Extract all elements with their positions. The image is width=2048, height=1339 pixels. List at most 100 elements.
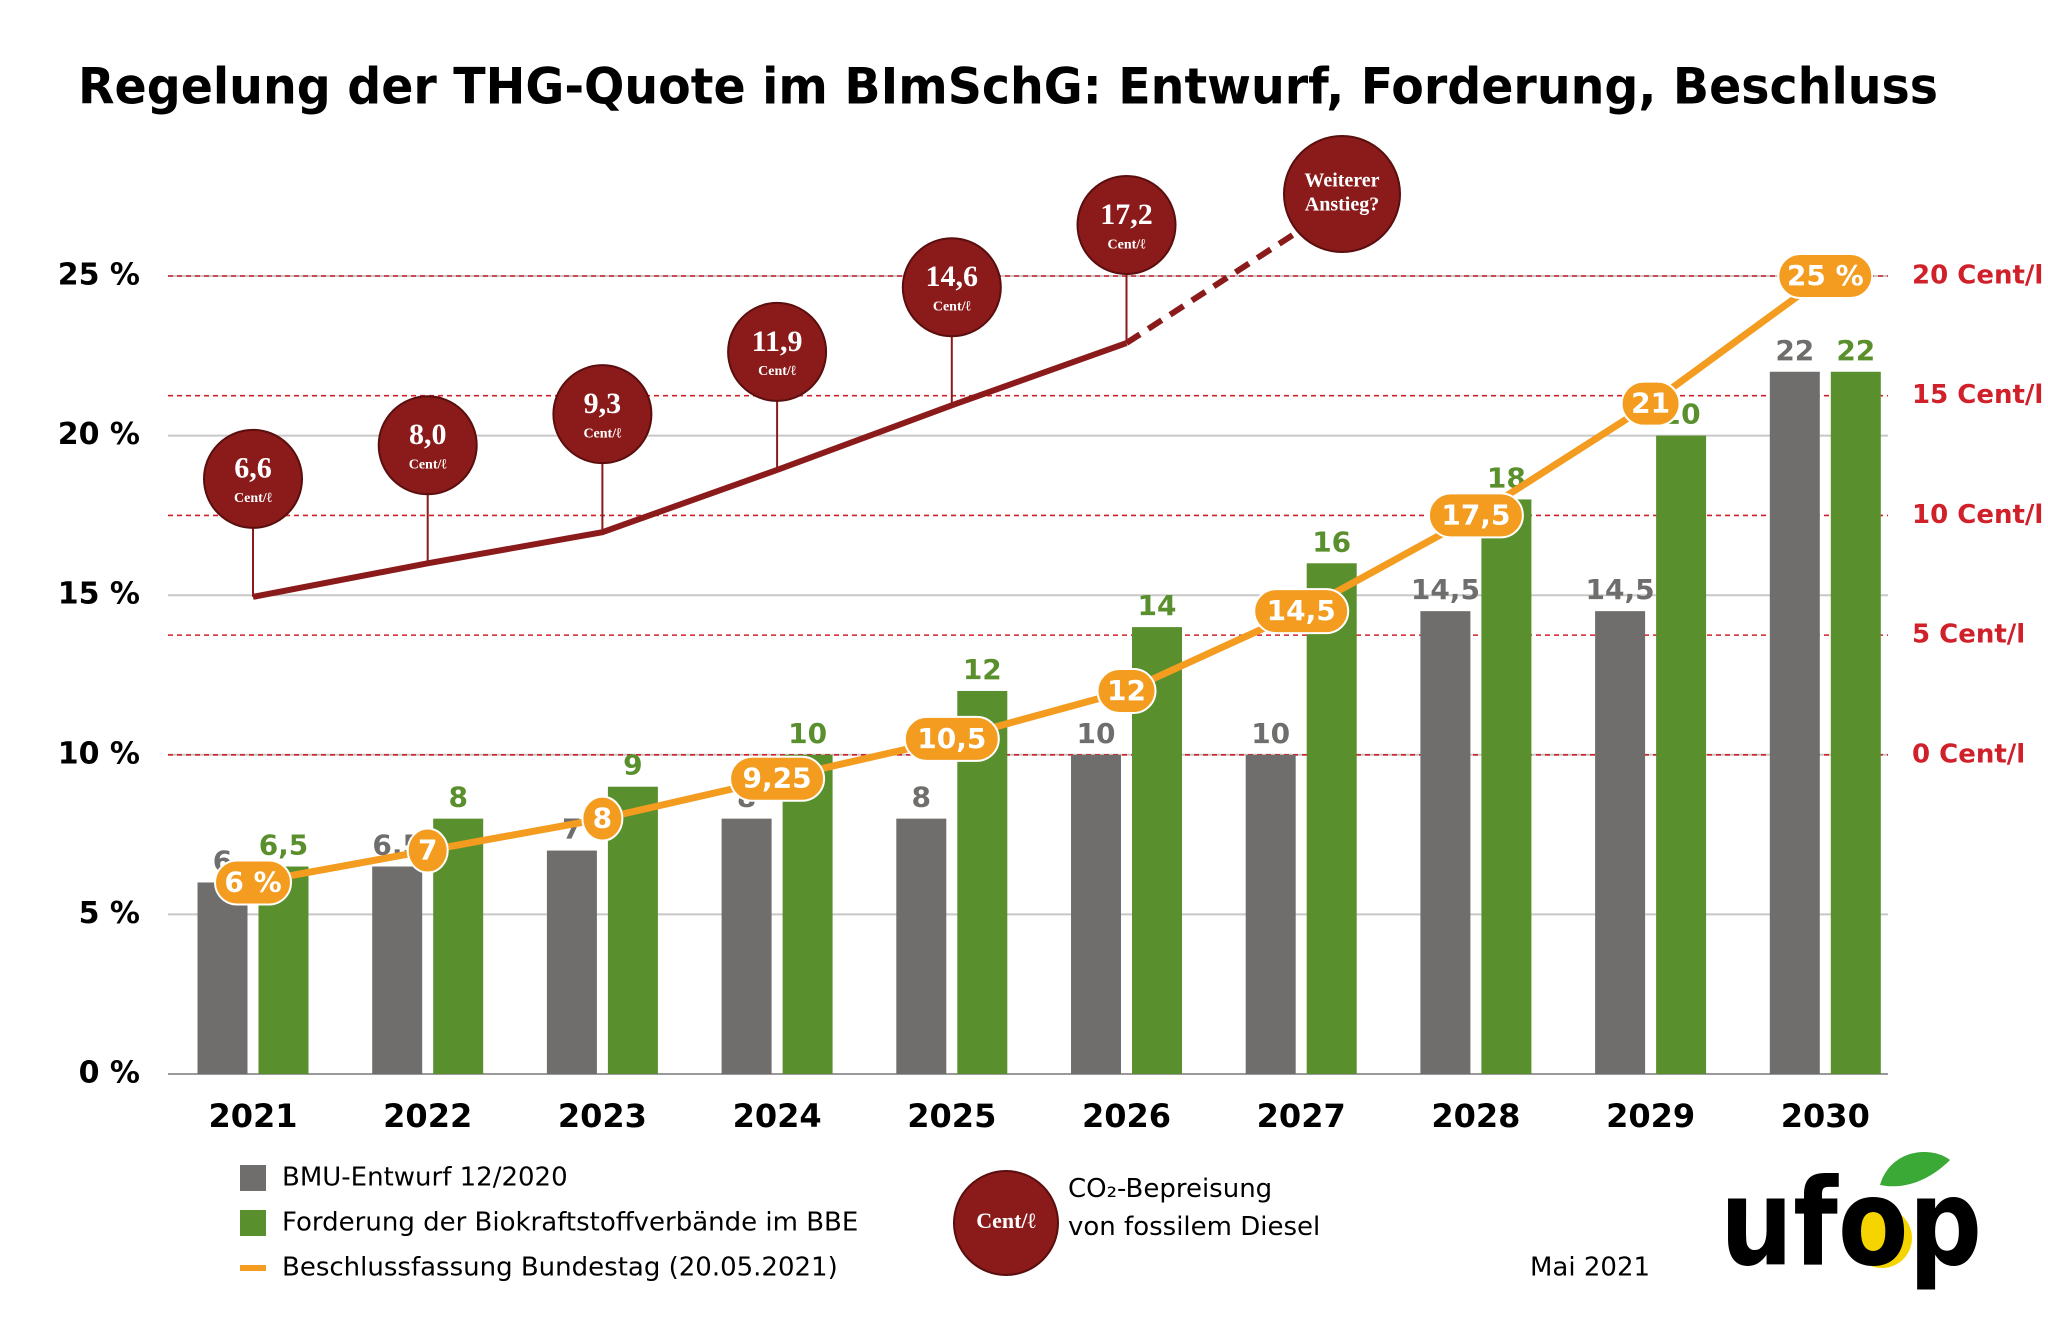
point-label: 10,5 (917, 722, 986, 755)
bar (197, 882, 248, 1074)
legend-swatch (240, 1210, 266, 1236)
bar (721, 818, 772, 1074)
price-bubble-value: 6,6 (234, 452, 272, 485)
chart-title: Regelung der THG-Quote im BImSchG: Entwu… (78, 58, 1938, 116)
point-label-pill (1427, 492, 1524, 539)
y-tick-label: 5 % (79, 896, 140, 931)
point-label-pill (729, 755, 826, 802)
bar (372, 866, 423, 1074)
price-bubble-value: 9,3 (584, 387, 622, 420)
bar-value-label: 14,5 (1411, 573, 1480, 606)
y-tick-label: 0 % (79, 1056, 140, 1091)
bar (1245, 754, 1296, 1074)
price-bubble-unit: Cent/ℓ (409, 458, 448, 473)
price-bubble-unit: Cent/ℓ (1108, 237, 1147, 252)
y2-tick-label: 20 Cent/l (1912, 261, 2043, 291)
x-tick-label: 2026 (1082, 1097, 1171, 1135)
price-bubble (203, 428, 303, 529)
line (252, 340, 1128, 600)
bar (782, 754, 833, 1074)
bar-value-label: 14 (1138, 589, 1177, 622)
x-tick-label: 2027 (1257, 1097, 1346, 1135)
bar (1595, 611, 1646, 1074)
price-bubble-unit: Cent/ℓ (234, 491, 273, 506)
bar (1420, 611, 1471, 1074)
bar-value-label: 8 (912, 781, 931, 814)
bar-value-label: 9 (623, 749, 642, 782)
x-tick-label: 2021 (208, 1097, 297, 1135)
x-tick-label: 2025 (907, 1097, 996, 1135)
price-bubble-value: 8,0 (409, 418, 447, 451)
x-tick-label: 2030 (1781, 1097, 1870, 1135)
bar-value-label: 6,5 (259, 829, 309, 862)
bar (1481, 499, 1532, 1074)
x-tick-label: 2023 (558, 1097, 647, 1135)
bar (1071, 754, 1121, 1074)
x-tick-label: 2029 (1606, 1097, 1695, 1135)
point-label: 6 % (224, 865, 281, 898)
point-label: 9,25 (743, 762, 812, 795)
price-bubble-unit: Cent/ℓ (583, 426, 622, 441)
y-tick-label: 10 % (58, 736, 140, 771)
line (252, 273, 1828, 886)
price-bubble-value: 17,2 (1100, 198, 1153, 231)
legend-swatch (240, 1165, 266, 1191)
price-bubble-value: 11,9 (752, 325, 803, 358)
point-label: 8 (593, 802, 612, 835)
point-label-pill (1620, 380, 1681, 427)
legend-bubble-unit: Cent/ℓ (976, 1208, 1036, 1233)
legend-bubble (953, 1170, 1059, 1276)
bar (1830, 371, 1881, 1074)
point-label-pill (406, 827, 449, 874)
point-label: 17,5 (1441, 498, 1510, 531)
x-tick-label: 2028 (1431, 1097, 1520, 1135)
legend-label: Beschlussfassung Bundestag (20.05.2021) (282, 1253, 838, 1283)
bar-value-label: 8 (448, 781, 467, 814)
logo-dot (1852, 1208, 1912, 1268)
price-bubble (377, 395, 478, 496)
bar (1769, 371, 1820, 1074)
annotation: Anstieg? (1305, 194, 1379, 216)
point-label: 21 (1631, 387, 1670, 420)
point-label-pill (903, 715, 1000, 762)
price-bubble (1076, 175, 1177, 276)
y-tick-label: 25 % (58, 258, 140, 293)
point-label-pill (1777, 253, 1874, 299)
legend-label: BMU-Entwurf 12/2020 (282, 1163, 568, 1193)
bar-value-label: 10 (1251, 717, 1290, 750)
bar-value-label: 22 (1836, 334, 1875, 367)
legend-label: CO₂-Bepreisung von fossilem Diesel (1068, 1174, 1321, 1242)
price-bubble-value: 14,6 (926, 260, 979, 293)
bar-value-label: 16 (1312, 525, 1351, 558)
bar-value-label: 7 (562, 813, 581, 846)
price-bubble-unit: Cent/ℓ (933, 300, 972, 315)
price-bubble (727, 301, 828, 402)
point-label-pill (214, 859, 292, 906)
bar-value-label: 14,5 (1586, 573, 1655, 606)
bar-value-label: 10 (788, 717, 827, 750)
annotation: Weiterer (1304, 170, 1379, 192)
price-bubble (552, 364, 653, 465)
bar-value-label: 10 (1077, 717, 1116, 750)
y-tick-label: 20 % (58, 417, 140, 452)
bar (1306, 563, 1357, 1074)
point-label-pill (1253, 588, 1350, 635)
logo: ufop (1720, 1155, 1982, 1294)
y-tick-label: 15 % (58, 577, 140, 612)
price-bubble (901, 237, 1002, 338)
point-label: 25 % (1787, 259, 1864, 292)
point-label: 7 (418, 834, 437, 867)
bar-value-label: 12 (963, 653, 1002, 686)
bar (1656, 435, 1707, 1075)
bar (896, 818, 947, 1074)
legend-label: Forderung der Biokraftstoffverbände im B… (282, 1208, 858, 1238)
legend-label-box: CO₂-Bepreisung von fossilem Diesel (1068, 1174, 1321, 1242)
point-label: 12 (1107, 674, 1146, 707)
y2-tick-label: 0 Cent/l (1912, 739, 2025, 769)
annotation-bubble (1283, 135, 1401, 253)
y2-tick-label: 5 Cent/l (1912, 620, 2025, 650)
point-label-pill (1096, 667, 1157, 714)
point-label: 14,5 (1267, 594, 1336, 627)
x-tick-label: 2022 (383, 1097, 472, 1135)
